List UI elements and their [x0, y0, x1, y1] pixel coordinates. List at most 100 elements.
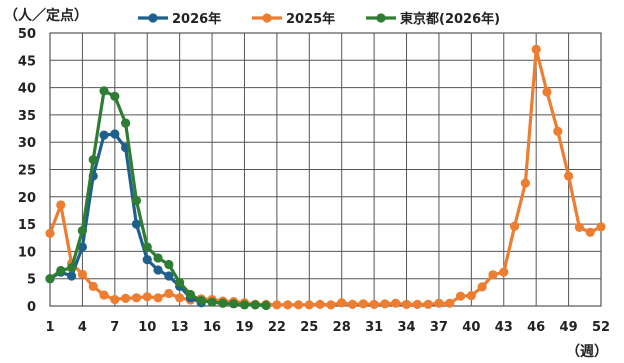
data-point	[412, 299, 422, 309]
data-point	[585, 227, 595, 237]
x-tick-label: 40	[462, 320, 480, 335]
x-tick-label: 10	[138, 320, 156, 335]
data-point	[542, 87, 552, 97]
data-point	[196, 295, 206, 306]
legend-label: 2026年	[172, 11, 221, 27]
data-point	[293, 300, 304, 310]
data-point	[509, 221, 520, 231]
x-tick-label: 4	[78, 320, 87, 335]
data-point	[574, 222, 584, 232]
y-axis-ticks: 0 5 10 15 20 25 30 35 40 45 50	[18, 27, 36, 315]
x-tick-label: 52	[592, 320, 610, 335]
data-point	[434, 298, 444, 308]
data-point	[520, 178, 530, 188]
data-point	[563, 171, 574, 181]
x-tick-label: 13	[171, 320, 189, 335]
data-point	[455, 291, 466, 301]
x-tick-label: 49	[560, 320, 578, 335]
data-point	[131, 219, 142, 229]
data-point	[45, 228, 55, 238]
data-point	[401, 299, 412, 309]
x-tick-label: 22	[268, 320, 286, 335]
y-tick-label: 20	[18, 191, 36, 206]
y-tick-label: 40	[18, 82, 36, 97]
x-tick-label: 46	[527, 320, 545, 335]
legend-label: 2025年	[286, 11, 335, 27]
data-point	[153, 265, 163, 275]
data-point	[153, 253, 163, 263]
data-point	[131, 293, 142, 303]
data-point	[45, 274, 55, 284]
y-tick-label: 45	[18, 54, 36, 69]
data-point	[175, 277, 185, 288]
y-tick-label: 15	[18, 218, 36, 233]
legend-marker	[376, 13, 386, 23]
data-point	[326, 300, 336, 310]
series-layer	[45, 44, 606, 311]
data-point	[88, 281, 98, 291]
data-point	[337, 298, 347, 308]
y-tick-label: 0	[27, 300, 36, 315]
data-point	[110, 129, 120, 139]
data-point	[121, 293, 131, 303]
legend-marker	[262, 13, 272, 23]
data-point	[499, 267, 509, 277]
data-point	[99, 130, 109, 140]
legend-marker	[148, 13, 158, 23]
gridlines	[50, 33, 601, 306]
data-point	[142, 242, 152, 252]
data-point	[131, 196, 142, 206]
data-point	[77, 269, 88, 279]
data-point	[67, 271, 77, 281]
data-point	[358, 299, 368, 309]
data-point	[142, 254, 152, 265]
data-point	[99, 290, 109, 300]
data-point	[347, 299, 358, 309]
x-unit-label: （週）	[566, 344, 608, 360]
y-unit-label: （人／定点）	[4, 7, 88, 24]
data-point	[88, 155, 98, 165]
data-point	[185, 289, 196, 300]
data-point	[239, 300, 250, 310]
x-tick-label: 19	[235, 320, 253, 335]
data-point	[56, 265, 66, 276]
data-point	[553, 126, 563, 136]
data-point	[207, 297, 217, 307]
data-point	[77, 226, 88, 236]
series-3	[45, 86, 271, 311]
data-point	[369, 299, 379, 309]
data-point	[121, 118, 131, 128]
data-point	[466, 291, 476, 301]
x-tick-label: 25	[300, 320, 318, 335]
data-point	[531, 44, 541, 54]
data-point	[250, 300, 260, 310]
data-point	[218, 298, 228, 308]
y-tick-label: 50	[18, 27, 36, 42]
y-tick-label: 5	[27, 273, 36, 288]
data-point	[56, 200, 66, 210]
x-tick-label: 28	[333, 320, 351, 335]
data-point	[596, 222, 606, 232]
x-axis-ticks: 1 4 7 10 13 16 19 22 25 28 31 34 37 40 43 46 49 52	[45, 320, 610, 335]
y-tick-label: 25	[18, 164, 36, 179]
data-point	[164, 288, 174, 299]
x-tick-label: 37	[430, 320, 448, 335]
x-tick-label: 7	[110, 320, 119, 335]
data-point	[261, 300, 271, 311]
legend-label: 東京都(2026年)	[400, 11, 500, 27]
data-point	[315, 299, 325, 309]
data-point	[110, 294, 120, 305]
y-tick-label: 35	[18, 109, 36, 124]
y-tick-label: 10	[18, 245, 36, 260]
data-point	[142, 292, 152, 302]
data-point	[77, 242, 88, 252]
data-point	[164, 259, 174, 270]
data-point	[283, 300, 293, 310]
data-point	[272, 300, 282, 310]
x-tick-label: 34	[397, 320, 415, 335]
data-point	[445, 298, 455, 308]
data-point	[175, 293, 185, 303]
data-point	[164, 271, 174, 281]
data-point	[488, 270, 498, 280]
